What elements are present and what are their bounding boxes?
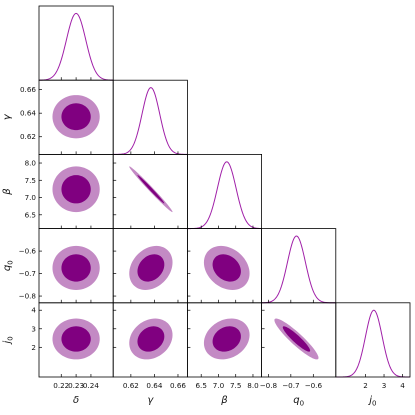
y-tick-label-β: 6.5 [25, 210, 36, 219]
contour-68-j0-vs-γ [137, 326, 165, 352]
x-axis-label-γ: γ [147, 395, 154, 406]
y-tick-label-q0: −0.6 [19, 247, 37, 256]
x-tick-label-δ: 0.24 [83, 381, 99, 390]
marginal-curve-β [187, 161, 262, 230]
x-axis-label-subscript: 0 [300, 400, 304, 408]
contour-68-q0-vs-δ [61, 254, 91, 282]
y-axis-label-subscript: 0 [7, 260, 15, 264]
y-tick-label-γ: 0.62 [20, 132, 36, 141]
x-tick-label-q0: −0.7 [282, 381, 299, 390]
x-tick-label-β: 8.0 [247, 381, 259, 390]
x-axis-label-δ: δ [73, 395, 79, 406]
contour-68-β-vs-γ [137, 175, 165, 204]
x-tick-label-j0: 3 [382, 381, 387, 390]
y-axis-label-j0: j0 [2, 336, 15, 345]
y-axis-label-γ: γ [2, 113, 13, 120]
x-axis-label-β: β [220, 395, 228, 406]
x-tick-label-q0: −0.8 [260, 381, 278, 390]
y-tick-label-q0: −0.7 [19, 269, 36, 278]
x-tick-label-δ: 0.22 [53, 381, 69, 390]
y-axis-label-subscript: 0 [7, 336, 15, 340]
y-tick-label-j0: 2 [31, 343, 36, 352]
panel-frame-β-β [186, 153, 262, 229]
contour-68-j0-vs-δ [61, 326, 91, 352]
y-tick-label-q0: −0.8 [19, 292, 37, 301]
marginal-curve-q0 [261, 235, 336, 304]
contour-68-q0-vs-β [212, 254, 241, 282]
panel-frame-δ-δ [38, 5, 114, 81]
marginal-curve-δ [38, 12, 114, 81]
x-tick-label-γ: 0.64 [146, 381, 162, 390]
x-tick-label-j0: 4 [400, 381, 405, 390]
panel-frame-γ-γ [112, 79, 188, 155]
y-tick-label-γ: 0.66 [20, 85, 36, 94]
y-tick-label-β: 8.0 [25, 159, 37, 168]
contour-68-q0-vs-γ [137, 254, 165, 282]
y-tick-label-γ: 0.64 [20, 109, 36, 118]
x-axis-label-q0: q0 [293, 395, 304, 408]
contour-68-j0-vs-q0 [282, 326, 311, 352]
y-tick-label-j0: 3 [31, 324, 36, 333]
marginal-curve-γ [113, 87, 188, 155]
marginal-curve-j0 [335, 309, 410, 378]
y-axis-label-q0: q0 [2, 260, 15, 271]
x-tick-label-j0: 2 [363, 381, 368, 390]
y-tick-label-β: 7.5 [25, 176, 36, 185]
x-axis-label-subscript: 0 [372, 400, 376, 408]
contour-68-j0-vs-β [212, 326, 241, 352]
panel-frame-q0-q0 [261, 228, 337, 304]
x-tick-label-γ: 0.66 [170, 381, 186, 390]
y-tick-label-β: 7.0 [25, 193, 37, 202]
x-tick-label-δ: 0.23 [68, 381, 84, 390]
x-tick-label-γ: 0.62 [123, 381, 139, 390]
y-tick-label-j0: 4 [31, 306, 36, 315]
x-axis-label-j0: j0 [367, 395, 376, 408]
x-tick-label-β: 6.5 [195, 381, 206, 390]
y-axis-label-β: β [2, 188, 13, 196]
x-tick-label-β: 7.5 [230, 381, 241, 390]
contour-68-γ-vs-δ [61, 103, 91, 131]
panel-frame-j0-j0 [335, 302, 411, 378]
contour-68-β-vs-δ [61, 175, 91, 204]
x-tick-label-β: 7.0 [213, 381, 225, 390]
x-tick-label-q0: −0.6 [305, 381, 323, 390]
